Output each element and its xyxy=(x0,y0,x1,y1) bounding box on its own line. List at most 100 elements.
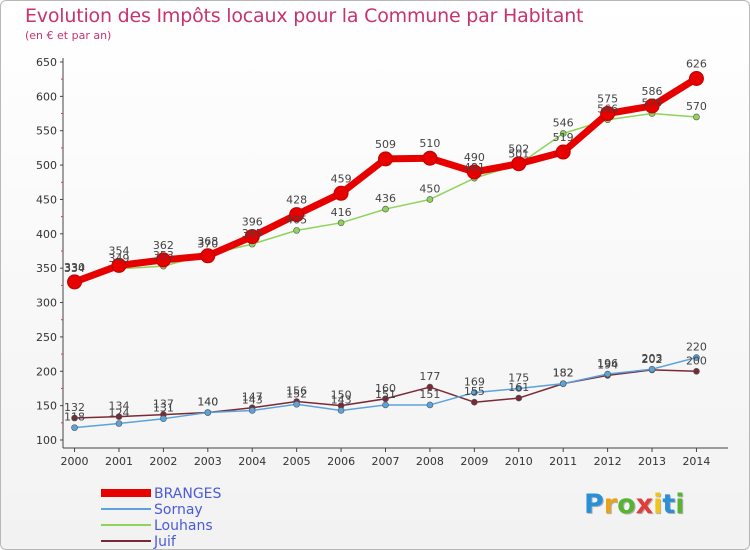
data-label: 124 xyxy=(108,407,129,420)
data-point xyxy=(515,394,523,402)
data-label: 152 xyxy=(286,387,307,400)
y-tick-label: 200 xyxy=(36,365,57,378)
data-point xyxy=(115,420,123,427)
data-label: 481 xyxy=(464,161,485,174)
data-label: 177 xyxy=(419,370,440,383)
data-label: 546 xyxy=(553,116,574,129)
data-label: 519 xyxy=(553,131,574,144)
data-label: 510 xyxy=(419,137,440,150)
y-tick-label: 100 xyxy=(36,434,57,447)
data-label: 349 xyxy=(108,252,129,265)
data-label: 155 xyxy=(464,385,485,398)
data-label: 220 xyxy=(686,341,707,354)
x-tick-label: 2009 xyxy=(460,455,488,468)
data-point xyxy=(693,367,700,375)
data-label: 182 xyxy=(553,367,574,380)
data-point xyxy=(511,156,527,172)
data-point xyxy=(648,365,656,373)
chart-subtitle: (en € et par an) xyxy=(25,29,112,42)
data-label: 353 xyxy=(153,249,174,262)
x-tick-label: 2003 xyxy=(194,455,222,468)
logo-letter: i xyxy=(675,489,685,520)
y-tick-label: 350 xyxy=(36,262,57,275)
data-point xyxy=(693,354,700,361)
data-label: 570 xyxy=(686,100,707,113)
data-point xyxy=(111,257,127,273)
data-point xyxy=(644,98,660,114)
data-point xyxy=(559,380,567,387)
data-label: 396 xyxy=(242,216,263,229)
data-label: 428 xyxy=(286,194,307,207)
data-label: 405 xyxy=(286,213,307,226)
proxiti-logo: Proxiti xyxy=(584,489,685,520)
y-tick-label: 300 xyxy=(36,297,57,310)
data-point xyxy=(289,207,305,223)
data-label: 385 xyxy=(242,227,263,240)
data-label: 161 xyxy=(508,381,529,394)
data-label: 509 xyxy=(375,138,396,151)
data-label: 137 xyxy=(153,398,174,411)
y-tick-label: 600 xyxy=(36,90,57,103)
data-label: 370 xyxy=(197,237,218,250)
data-label: 151 xyxy=(375,388,396,401)
data-label: 151 xyxy=(419,388,440,401)
data-point xyxy=(71,414,78,422)
data-point xyxy=(422,150,438,166)
data-point xyxy=(382,205,389,213)
y-tick-label: 150 xyxy=(36,400,57,413)
x-tick-label: 2006 xyxy=(327,455,355,468)
data-label: 147 xyxy=(242,391,263,404)
chart-title: Evolution des Impôts locaux pour la Comm… xyxy=(25,5,584,27)
data-point xyxy=(155,252,171,268)
data-label: 194 xyxy=(597,358,618,371)
legend-label-branges: BRANGES xyxy=(154,486,222,502)
x-tick-label: 2008 xyxy=(416,455,444,468)
data-label: 586 xyxy=(642,85,663,98)
data-point xyxy=(71,424,78,431)
data-label: 436 xyxy=(375,192,396,205)
x-tick-label: 2013 xyxy=(638,455,666,468)
legend-label-juif: Juif xyxy=(153,534,177,549)
data-label: 501 xyxy=(508,147,529,160)
data-label: 202 xyxy=(642,353,663,366)
data-point xyxy=(204,409,212,416)
y-tick-label: 250 xyxy=(36,331,57,344)
x-tick-label: 2011 xyxy=(549,455,577,468)
logo-letter: i xyxy=(653,489,663,520)
y-tick-label: 650 xyxy=(36,56,57,69)
data-point xyxy=(160,415,167,422)
logo-letter: r xyxy=(603,489,618,520)
x-tick-label: 2001 xyxy=(105,455,133,468)
data-point xyxy=(688,70,704,86)
data-label: 143 xyxy=(242,393,263,406)
data-label: 450 xyxy=(419,182,440,195)
y-tick-label: 400 xyxy=(36,228,57,241)
data-label: 354 xyxy=(108,244,129,257)
data-label: 169 xyxy=(464,376,485,389)
data-point xyxy=(115,413,123,420)
data-label: 416 xyxy=(331,206,352,219)
data-point xyxy=(604,370,611,378)
data-label: 150 xyxy=(331,389,352,402)
data-label: 175 xyxy=(508,371,529,384)
data-point xyxy=(600,106,616,122)
legend-label-louhans: Louhans xyxy=(154,518,213,534)
data-point xyxy=(337,407,345,414)
data-label: 334 xyxy=(64,262,85,275)
data-label: 132 xyxy=(64,401,85,414)
data-point xyxy=(333,185,349,201)
data-label: 143 xyxy=(331,393,352,406)
data-label: 156 xyxy=(286,385,307,398)
data-point xyxy=(515,385,523,392)
data-label: 118 xyxy=(64,411,85,424)
y-tick-label: 500 xyxy=(36,159,57,172)
data-label: 330 xyxy=(64,261,85,274)
data-label: 490 xyxy=(464,151,485,164)
data-point xyxy=(200,248,216,264)
data-label: 140 xyxy=(197,396,218,409)
data-point xyxy=(426,383,434,391)
data-label: 626 xyxy=(686,57,707,70)
data-label: 459 xyxy=(331,172,352,185)
